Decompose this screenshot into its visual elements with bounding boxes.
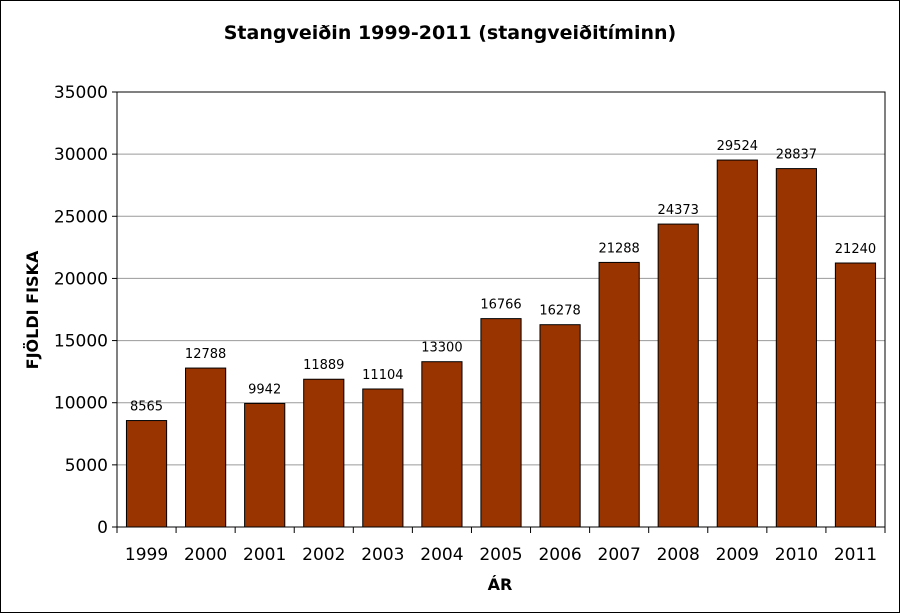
data-label: 29524 — [717, 139, 758, 154]
bar-2006 — [539, 324, 581, 528]
plot-area-border — [116, 91, 886, 528]
bars — [125, 159, 877, 528]
y-tick-label: 5000 — [65, 456, 108, 476]
data-label: 24373 — [658, 203, 699, 218]
bar-2008 — [657, 223, 699, 528]
bar-2007 — [598, 261, 640, 528]
data-label: 16766 — [480, 298, 521, 313]
data-label: 11104 — [362, 368, 403, 383]
bar-2002 — [303, 378, 345, 528]
chart-title: Stangveiðin 1999-2011 (stangveiðitíminn) — [224, 22, 676, 44]
bar-2001 — [244, 402, 286, 528]
x-tick-label: 1999 — [125, 545, 168, 565]
bar-2003 — [362, 388, 404, 528]
y-axis-title: FJÖLDI FISKA — [23, 250, 42, 369]
bar-2009 — [716, 159, 758, 528]
data-label: 21240 — [835, 242, 876, 257]
y-tick-label: 10000 — [54, 394, 108, 414]
x-tick-label: 2009 — [716, 545, 759, 565]
y-tick-label: 20000 — [54, 269, 108, 289]
data-label: 28837 — [776, 148, 817, 163]
bar-2000 — [185, 367, 227, 528]
y-tick-label: 15000 — [54, 332, 108, 352]
bar-2004 — [421, 361, 463, 528]
data-label: 16278 — [539, 304, 580, 319]
bar-2005 — [480, 318, 522, 528]
x-tick-label: 2007 — [598, 545, 641, 565]
data-label: 9942 — [248, 382, 281, 397]
x-tick-label: 2000 — [184, 545, 227, 565]
data-label: 11889 — [303, 358, 344, 373]
x-tick-label: 2001 — [243, 545, 286, 565]
bar-1999 — [125, 420, 168, 528]
x-axis-ticks: 1999 2000 2001 2002 2003 2004 2005 2006 2007 2008… — [116, 527, 886, 565]
data-label: 8565 — [130, 400, 163, 415]
x-tick-label: 2002 — [302, 545, 345, 565]
data-label: 12788 — [185, 347, 226, 362]
y-tick-label: 30000 — [54, 145, 108, 165]
y-tick-label: 35000 — [54, 83, 108, 103]
x-axis-title: ÁR — [488, 575, 513, 594]
x-tick-label: 2004 — [420, 545, 463, 565]
x-tick-label: 2010 — [775, 545, 818, 565]
x-tick-label: 2006 — [538, 545, 581, 565]
x-tick-label: 2008 — [657, 545, 700, 565]
data-labels: 8565 12788 9942 11889 11104 13300 16766 16278 21… — [130, 139, 876, 414]
y-tick-label: 0 — [97, 518, 108, 538]
bar-2010 — [775, 168, 817, 528]
y-axis-ticks: 0 5000 10000 15000 20000 25000 30000 35000 — [54, 83, 117, 538]
x-tick-label: 2005 — [479, 545, 522, 565]
bar-2011 — [834, 262, 877, 528]
data-label: 21288 — [598, 241, 639, 256]
x-tick-label: 2011 — [834, 545, 877, 565]
y-tick-label: 25000 — [54, 207, 108, 227]
x-tick-label: 2003 — [361, 545, 404, 565]
data-label: 13300 — [421, 341, 462, 356]
